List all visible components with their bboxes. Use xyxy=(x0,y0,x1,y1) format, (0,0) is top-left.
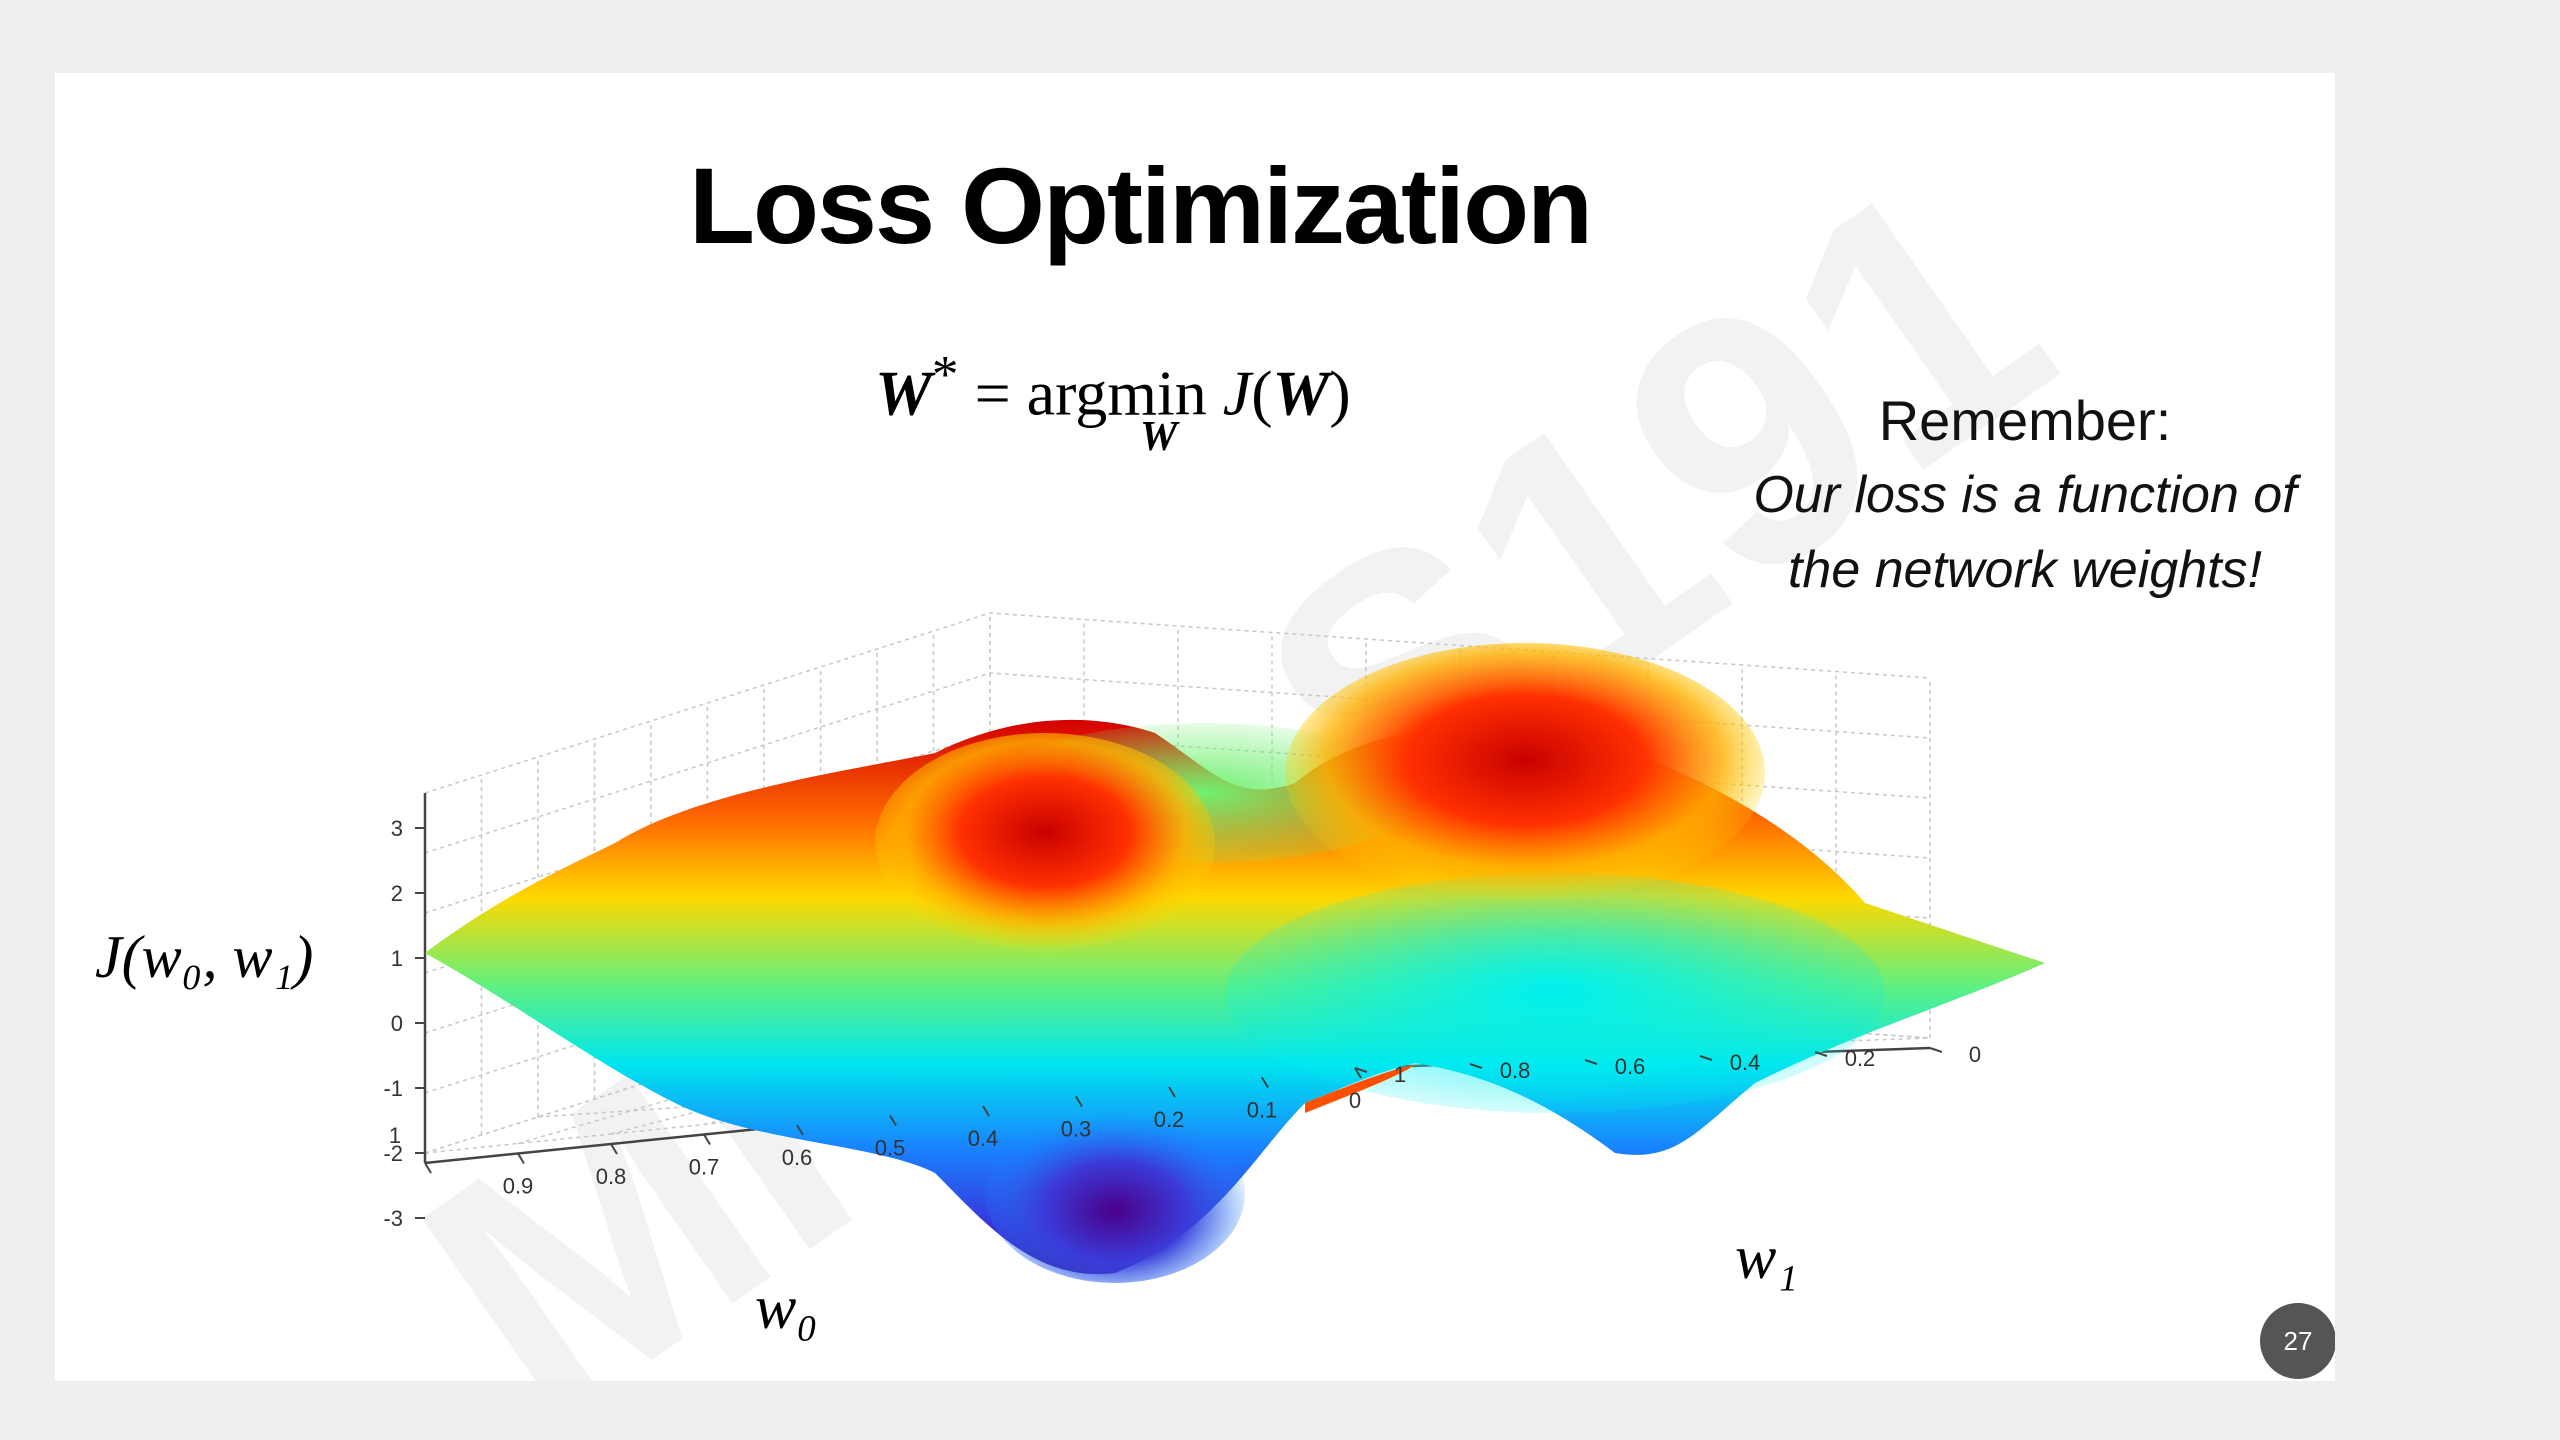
w1-tick-mark xyxy=(1699,1055,1713,1061)
w0-tick-mark xyxy=(1075,1095,1083,1108)
w0-tick-mark xyxy=(610,1143,618,1155)
formula-equals: = xyxy=(958,357,1027,429)
surface xyxy=(425,643,2045,1283)
surface-cyan-band xyxy=(1225,873,1885,1113)
formula-function: J xyxy=(1222,357,1252,429)
page-number-badge: 27 xyxy=(2260,1303,2335,1379)
z-tick-label: 3 xyxy=(391,816,403,841)
w1-tick-label: 0 xyxy=(1969,1042,1981,1067)
slide-title: Loss Optimization xyxy=(688,145,1593,266)
formula-argument: W xyxy=(1272,357,1330,429)
w0-tick-label: 0.5 xyxy=(875,1136,906,1161)
w0-tick-label: 0.9 xyxy=(503,1174,534,1199)
w0-tick-label: 0.8 xyxy=(596,1164,627,1189)
w0-tick-label: 0.7 xyxy=(689,1155,720,1180)
remember-line-2: Our loss is a function of xyxy=(1753,466,2297,524)
w0-tick-mark xyxy=(889,1114,897,1127)
z-tick-label: -3 xyxy=(383,1206,403,1231)
z-tick-label: 2 xyxy=(391,881,403,906)
w0-tick-mark xyxy=(1354,1067,1362,1079)
remember-line-3: the network weights! xyxy=(1787,541,2263,599)
w0-tick-mark xyxy=(424,1162,432,1174)
w0-axis-label: w₀ xyxy=(755,1274,818,1342)
remember-note: Remember: Our loss is a function of the … xyxy=(1675,383,2335,608)
formula-operator-subscript: W xyxy=(1140,414,1178,460)
w0-tick-mark xyxy=(982,1105,990,1117)
surface-fold xyxy=(1305,1065,1415,1113)
w1-axis-label: w₁ xyxy=(1735,1224,1798,1292)
w0-tick-label: 0.6 xyxy=(782,1145,813,1170)
w0-tick-label: 0.3 xyxy=(1061,1117,1092,1142)
wall-gridline xyxy=(424,612,1931,794)
formula-lhs: W xyxy=(875,357,932,429)
z-axis-ticks: 3 2 1 0 -1 -2 -3 xyxy=(383,816,425,1231)
w0-tick-mark xyxy=(1261,1076,1269,1089)
slide: MIT 6.S191 Loss Optimization W* = argmin… xyxy=(55,73,2335,1381)
w0-axis-ticks: 1 0.9 0.8 0.7 0.6 0.5 0.4 0.3 0.2 0.1 0 xyxy=(389,1067,1362,1199)
z-tick-label: 0 xyxy=(391,1011,403,1036)
z-axis-label: J(w₀, w₁) xyxy=(95,924,314,990)
w0-tick-label: 0.4 xyxy=(968,1126,999,1151)
surface-minimum xyxy=(985,1103,1245,1283)
w1-tick-mark xyxy=(1584,1059,1598,1065)
remember-line-1: Remember: xyxy=(1878,389,2172,452)
w1-tick-label: 0.8 xyxy=(1500,1058,1531,1083)
surface-peak-center xyxy=(875,733,1215,953)
w0-tick-label: 0.2 xyxy=(1154,1107,1185,1132)
w1-tick-label: 0.4 xyxy=(1730,1050,1761,1075)
w0-tick-mark xyxy=(517,1152,525,1165)
formula-star: * xyxy=(931,344,959,404)
w1-tick-mark xyxy=(1354,1067,1368,1073)
w0-tick-mark xyxy=(703,1133,711,1146)
w0-tick-label: 1 xyxy=(389,1123,401,1148)
w1-tick-mark xyxy=(1929,1047,1943,1053)
w0-tick-mark xyxy=(1168,1086,1176,1098)
w1-tick-label: 1 xyxy=(1394,1062,1406,1087)
loss-surface-plot: 3 2 1 0 -1 -2 -3 1 0.9 0.8 0.7 0.6 0.5 0.4 0.3 0.2 0.1 0… xyxy=(383,612,2045,1283)
w0-tick-label: 0 xyxy=(1349,1088,1361,1113)
w0-tick-label: 0.1 xyxy=(1247,1098,1278,1123)
w1-axis-ticks: 0 0.2 0.4 0.6 0.8 1 xyxy=(1354,1042,1981,1087)
w1-tick-mark xyxy=(1469,1063,1483,1069)
surface-peak-right xyxy=(1285,643,1765,903)
w0-tick-mark xyxy=(796,1124,804,1136)
z-tick-label: -1 xyxy=(383,1076,403,1101)
formula-operator: argmin xyxy=(1026,357,1207,429)
argmin-formula: W* = argmin J(W) W xyxy=(875,344,1351,460)
z-tick-label: 1 xyxy=(391,946,403,971)
w1-tick-label: 0.2 xyxy=(1845,1046,1876,1071)
w1-tick-mark xyxy=(1814,1051,1828,1057)
w1-tick-label: 0.6 xyxy=(1615,1054,1646,1079)
z-tick-label: -2 xyxy=(383,1141,403,1166)
